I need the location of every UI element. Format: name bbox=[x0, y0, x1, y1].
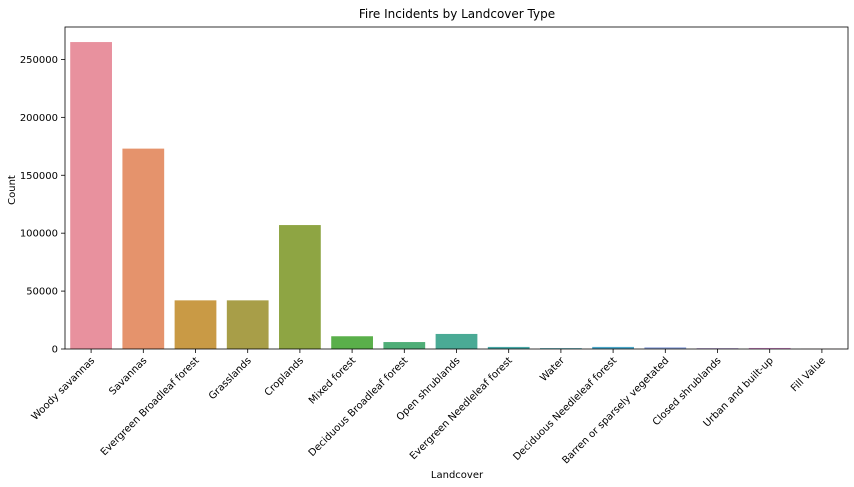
x-tick-label: Deciduous Needleleaf forest bbox=[512, 355, 620, 463]
bar-mixed-forest bbox=[331, 336, 373, 349]
bar-croplands bbox=[279, 225, 321, 349]
x-tick-label: Grasslands bbox=[207, 355, 254, 402]
x-tick-label: Fill Value bbox=[789, 355, 828, 394]
bar-savannas bbox=[122, 148, 165, 349]
y-tick-label: 100000 bbox=[20, 229, 58, 240]
bars-group bbox=[70, 42, 843, 349]
bar-open-shrublands bbox=[435, 333, 478, 349]
bar-barren-or-sparsely-vegetated bbox=[644, 347, 687, 349]
x-tick-label: Deciduous Broadleaf forest bbox=[307, 355, 411, 459]
bar-water bbox=[540, 348, 582, 349]
x-tick-label: Mixed forest bbox=[307, 355, 358, 406]
y-axis-label: Count bbox=[7, 175, 18, 205]
bar-deciduous-broadleaf-forest bbox=[383, 342, 426, 349]
y-tick-label: 150000 bbox=[20, 171, 58, 182]
chart-title: Fire Incidents by Landcover Type bbox=[359, 7, 555, 21]
bar-evergreen-needleleaf-forest bbox=[487, 346, 530, 349]
x-tick-label: Evergreen Needleleaf forest bbox=[408, 355, 515, 462]
x-axis-label: Landcover bbox=[431, 470, 484, 481]
bar-woody-savannas bbox=[70, 42, 112, 349]
bar-urban-and-built-up bbox=[748, 347, 791, 349]
y-tick-label: 250000 bbox=[20, 55, 58, 66]
y-tick-label: 200000 bbox=[20, 113, 58, 124]
x-tick-label: Croplands bbox=[263, 355, 306, 398]
bar-deciduous-needleleaf-forest bbox=[592, 346, 634, 349]
bar-closed-shrublands bbox=[696, 348, 739, 349]
y-tick-label: 50000 bbox=[26, 287, 58, 298]
x-tick-label: Water bbox=[538, 355, 567, 384]
x-tick-label: Evergreen Broadleaf forest bbox=[99, 355, 202, 458]
x-tick-label: Barren or sparsely vegetated bbox=[560, 355, 671, 466]
bar-evergreen-broadleaf-forest bbox=[174, 300, 217, 349]
x-tick-label: Woody savannas bbox=[30, 355, 97, 422]
x-tick-label: Savannas bbox=[107, 355, 149, 397]
plot-frame bbox=[64, 26, 849, 350]
y-tick-label: 0 bbox=[52, 345, 58, 356]
bar-grasslands bbox=[226, 300, 269, 349]
